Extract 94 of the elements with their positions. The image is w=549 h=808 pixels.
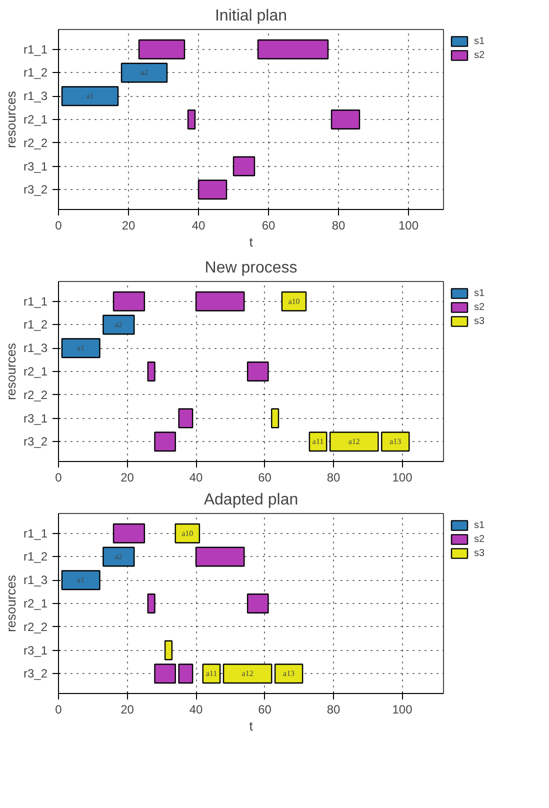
x-axis-title: t	[249, 718, 254, 734]
y-tick-label: r1_2	[23, 66, 48, 80]
y-tick-label: r1_3	[23, 341, 48, 356]
legend-label: s1	[474, 36, 486, 46]
legend-label: s2	[474, 534, 486, 544]
data-label: a1	[77, 576, 85, 585]
bar	[195, 546, 245, 567]
bar	[198, 180, 228, 200]
y-tick-label: r2_2	[23, 388, 48, 402]
bar	[178, 664, 194, 684]
bar	[329, 432, 379, 452]
bar	[112, 291, 146, 312]
bar	[271, 408, 280, 428]
legend-label: s1	[474, 288, 486, 298]
y-tick-label: r3_1	[23, 411, 48, 426]
x-tick-label: 60	[262, 218, 276, 232]
data-label: a10	[288, 296, 300, 306]
x-tick-label: 100	[392, 470, 413, 484]
x-tick-label: 80	[332, 218, 346, 232]
y-tick-label: r2_1	[23, 596, 48, 610]
chart-title: Adapted plan	[204, 492, 298, 508]
y-tick-label: r2_1	[23, 364, 48, 378]
chart-title: New process	[204, 260, 298, 276]
y-tick-label: r1_3	[23, 89, 48, 104]
data-label: a11	[206, 669, 218, 678]
x-tick-label: 60	[258, 470, 272, 484]
bar	[154, 664, 176, 684]
x-axis-title: t	[249, 234, 254, 250]
bar	[102, 314, 135, 335]
bar	[154, 432, 176, 452]
bar	[330, 110, 360, 130]
bar	[147, 362, 156, 382]
x-tick-label: 20	[120, 702, 134, 716]
x-tick-label: 100	[392, 702, 413, 716]
bar	[120, 62, 168, 83]
data-label: a11	[312, 437, 324, 446]
y-axis-title: resources	[3, 90, 18, 148]
data-label: a2	[140, 68, 148, 78]
data-label: a1	[77, 344, 85, 353]
y-tick-label: r2_2	[23, 136, 48, 150]
y-tick-label: r3_1	[23, 159, 48, 174]
legend-label: s1	[474, 520, 486, 530]
chart-title: Initial plan	[214, 8, 288, 24]
y-tick-label: r3_2	[23, 182, 48, 197]
x-tick-label: 80	[326, 702, 340, 716]
y-tick-label: r1_1	[23, 42, 48, 56]
y-tick-label: r3_1	[23, 643, 48, 658]
bar	[102, 546, 135, 567]
bar	[195, 291, 245, 312]
legend-label: s3	[474, 548, 486, 558]
data-label: a2	[114, 552, 122, 562]
legend-label: s2	[474, 50, 486, 60]
data-label: a13	[283, 669, 295, 678]
bar	[246, 362, 269, 382]
y-tick-label: r2_2	[23, 620, 48, 634]
bar	[257, 39, 329, 60]
x-tick-label: 60	[258, 702, 272, 716]
bar	[232, 156, 256, 176]
y-tick-label: r1_1	[23, 526, 48, 540]
x-tick-label: 40	[189, 702, 203, 716]
y-tick-label: r1_1	[23, 294, 48, 308]
legend-label: s2	[474, 302, 486, 312]
data-label: a2	[114, 320, 122, 330]
x-tick-label: 20	[120, 470, 134, 484]
bar	[178, 408, 194, 428]
y-axis-title: resources	[3, 574, 18, 632]
data-label: a12	[348, 437, 360, 446]
x-tick-label: 0	[55, 470, 62, 484]
x-tick-label: 80	[326, 470, 340, 484]
y-tick-label: r1_2	[23, 318, 48, 332]
bar	[187, 110, 196, 130]
bar	[112, 523, 146, 544]
x-tick-label: 40	[192, 218, 206, 232]
y-tick-label: r2_1	[23, 112, 48, 126]
bar	[222, 664, 272, 684]
y-tick-label: r1_2	[23, 550, 48, 564]
legend-label: s3	[474, 316, 486, 326]
data-label: a1	[86, 92, 94, 101]
y-tick-label: r3_2	[23, 666, 48, 681]
bar	[147, 594, 156, 614]
bar	[138, 39, 186, 60]
x-tick-label: 40	[189, 470, 203, 484]
y-tick-label: r1_3	[23, 573, 48, 588]
x-tick-label: 20	[122, 218, 136, 232]
y-axis-title: resources	[3, 342, 18, 400]
bar	[246, 594, 269, 614]
y-tick-label: r3_2	[23, 434, 48, 449]
x-tick-label: 0	[55, 218, 62, 232]
data-label: a12	[242, 669, 254, 678]
data-label: a13	[390, 437, 402, 446]
data-label: a10	[182, 528, 194, 538]
x-tick-label: 0	[55, 702, 62, 716]
bar	[164, 640, 173, 660]
x-tick-label: 100	[398, 218, 419, 232]
